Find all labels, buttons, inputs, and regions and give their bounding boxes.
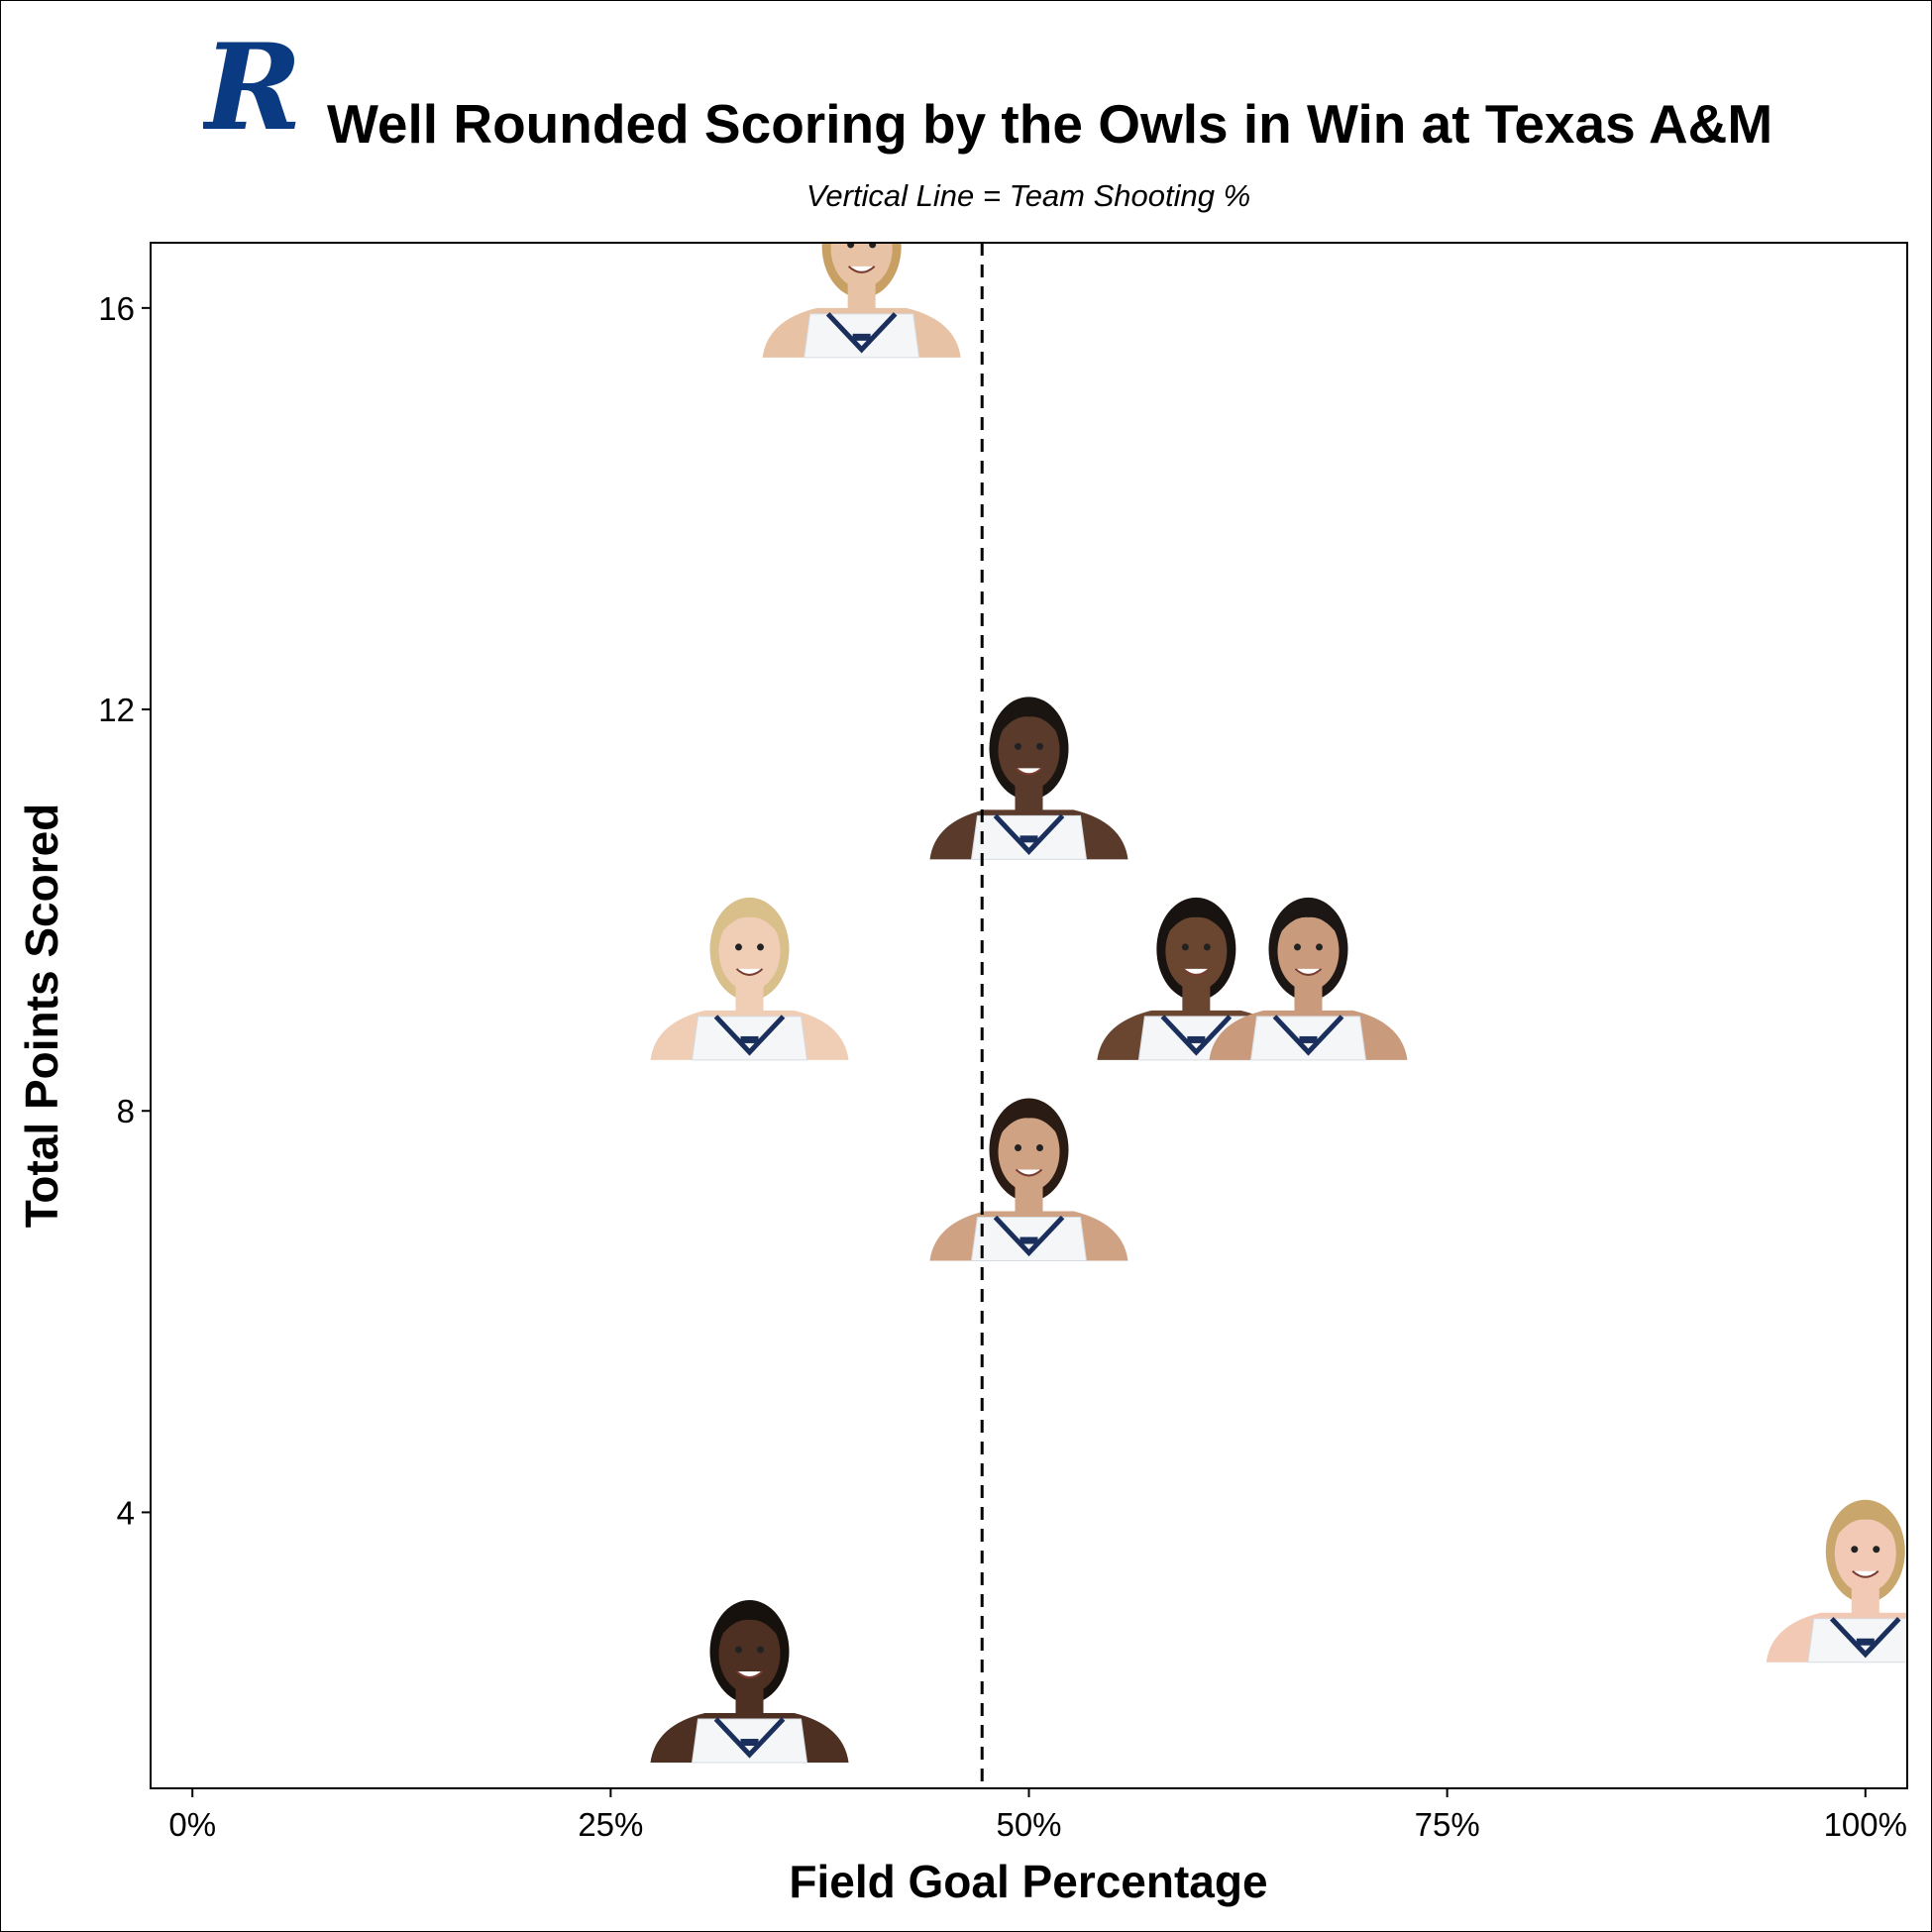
jersey-collar	[713, 1015, 786, 1056]
player-hairline	[995, 698, 1063, 741]
jersey-logo	[1856, 1638, 1875, 1646]
player-headshot-marker	[1209, 897, 1408, 1061]
player-eye	[1036, 1144, 1043, 1152]
player-face	[998, 1112, 1060, 1192]
jersey-logo	[1299, 1035, 1318, 1043]
jersey-logo	[1020, 1236, 1038, 1244]
x-axis-title: Field Goal Percentage	[789, 1856, 1267, 1907]
x-tick-label: 0%	[168, 1806, 216, 1843]
player-eye	[1315, 943, 1323, 951]
player-eye	[1036, 742, 1043, 750]
player-smile	[735, 968, 764, 976]
x-tick-label: 50%	[996, 1806, 1061, 1843]
chart-title: Well Rounded Scoring by the Owls in Win …	[327, 93, 1773, 155]
player-hairline	[1831, 1501, 1899, 1544]
x-tick-label: 75%	[1415, 1806, 1480, 1843]
jersey-collar	[1272, 1015, 1344, 1056]
rice-owls-r-logo-icon: R	[203, 30, 302, 147]
jersey-collar	[1829, 1617, 1901, 1659]
player-face	[718, 911, 781, 991]
player-markers	[650, 197, 1907, 1764]
player-eye	[869, 243, 877, 249]
player-headshot-marker	[929, 697, 1128, 860]
player-face	[1834, 1513, 1896, 1593]
player-headshot-marker	[929, 1098, 1128, 1262]
player-hairline	[995, 1100, 1063, 1142]
jersey-collar	[825, 312, 898, 354]
player-face	[1277, 911, 1340, 991]
player-eye	[1873, 1546, 1880, 1554]
plot-panel	[151, 243, 1907, 1788]
y-axis: 4 8 12 16	[98, 290, 151, 1531]
player-eye	[1015, 1144, 1021, 1152]
x-tick-label: 100%	[1824, 1806, 1907, 1843]
chart-subtitle: Vertical Line = Team Shooting %	[805, 178, 1251, 213]
player-headshot-marker	[1097, 897, 1296, 1061]
player-smile	[847, 266, 876, 273]
marker-layer	[650, 197, 1907, 1764]
y-tick-label: 12	[98, 692, 135, 728]
player-face	[998, 710, 1060, 791]
player-eye	[735, 1646, 743, 1654]
player-eye	[1851, 1546, 1859, 1554]
jersey-collar	[1160, 1015, 1233, 1056]
player-hairline	[715, 899, 784, 941]
player-smile	[735, 1670, 764, 1679]
y-tick-label: 8	[117, 1093, 135, 1129]
player-hairline	[828, 197, 896, 239]
jersey-logo	[852, 333, 871, 341]
player-smile	[1294, 968, 1323, 976]
player-headshot-marker	[650, 1600, 849, 1764]
jersey-logo	[740, 1739, 759, 1747]
player-eye	[757, 1646, 765, 1654]
player-eye	[735, 943, 743, 951]
jersey-logo	[1187, 1035, 1206, 1043]
player-smile	[1015, 767, 1043, 776]
x-tick-label: 25%	[578, 1806, 643, 1843]
jersey-collar	[993, 1215, 1065, 1257]
player-smile	[1852, 1569, 1879, 1578]
player-smile	[1182, 968, 1211, 976]
player-eye	[757, 943, 765, 951]
player-eye	[1015, 742, 1021, 750]
jersey-logo	[1020, 835, 1038, 843]
player-face	[830, 243, 893, 288]
player-eye	[1293, 943, 1301, 951]
y-tick-label: 4	[117, 1494, 135, 1531]
logo-letter: R	[203, 30, 302, 147]
player-hairline	[715, 1602, 784, 1645]
player-headshot-marker	[1766, 1499, 1907, 1664]
jersey-collar	[993, 813, 1065, 855]
player-smile	[1015, 1168, 1043, 1177]
y-axis-title: Total Points Scored	[16, 804, 67, 1229]
player-face	[718, 1614, 781, 1694]
player-hairline	[1162, 899, 1231, 941]
player-eye	[1181, 943, 1189, 951]
jersey-collar	[713, 1717, 786, 1759]
player-eye	[1203, 943, 1211, 951]
player-eye	[847, 243, 855, 249]
player-hairline	[1274, 899, 1342, 941]
player-headshot-marker	[650, 897, 849, 1061]
player-headshot-marker	[762, 197, 961, 359]
player-face	[1165, 911, 1228, 991]
jersey-logo	[740, 1035, 759, 1043]
y-tick-label: 16	[98, 290, 135, 327]
x-axis: 0% 25% 50% 75% 100%	[168, 1788, 1907, 1843]
